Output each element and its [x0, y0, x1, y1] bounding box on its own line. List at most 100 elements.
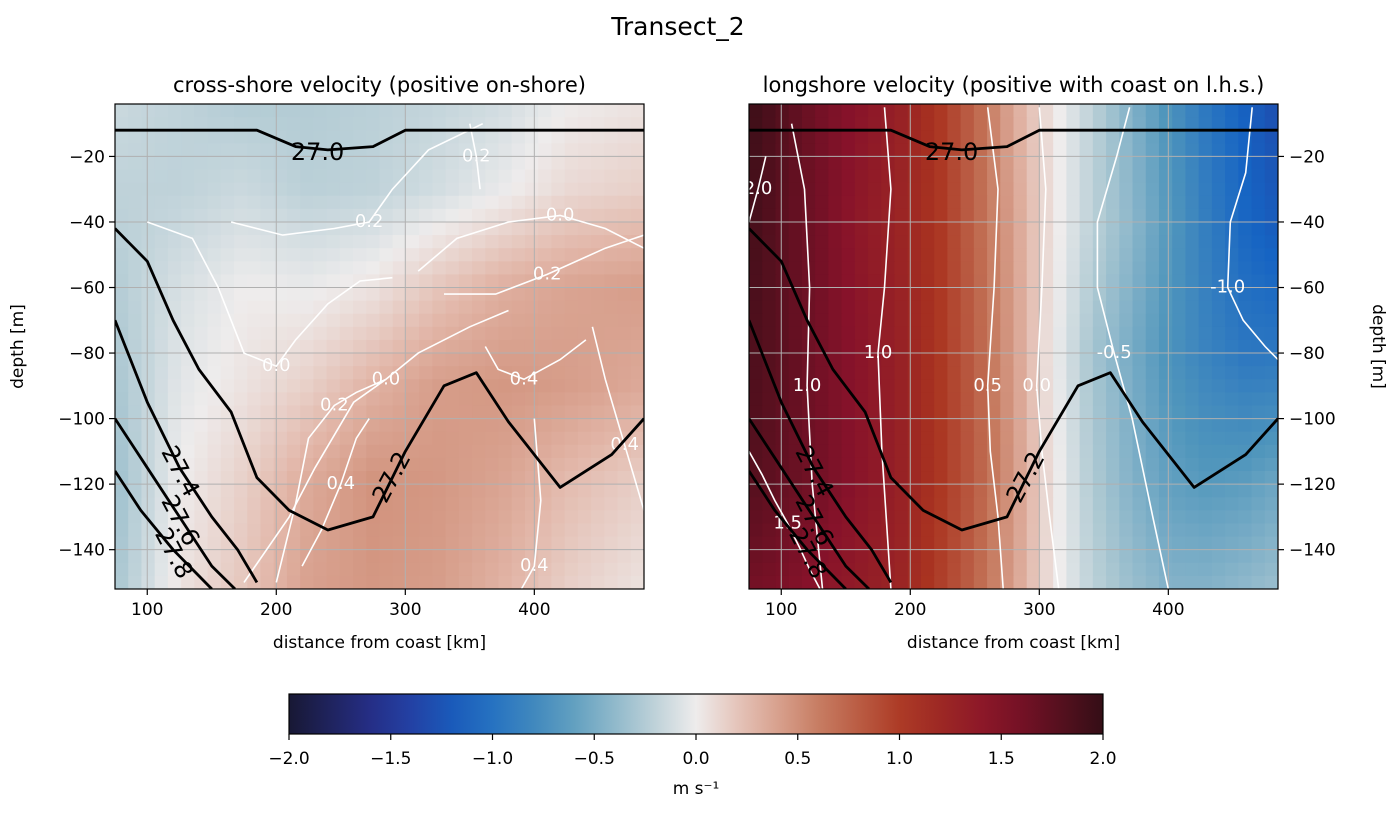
velocity-cell — [1092, 235, 1107, 249]
velocity-cell — [749, 366, 763, 380]
velocity-cell — [617, 366, 632, 380]
velocity-cell — [1198, 536, 1213, 551]
velocity-cell — [1211, 117, 1226, 131]
velocity-cell — [326, 562, 341, 577]
velocity-cell — [1251, 405, 1266, 420]
velocity-contour-label: 0.2 — [355, 211, 384, 232]
velocity-cell — [947, 130, 962, 144]
velocity-cell — [167, 195, 182, 210]
velocity-cell — [234, 261, 248, 276]
velocity-cell — [234, 562, 248, 577]
velocity-cell — [775, 536, 790, 551]
velocity-cell — [419, 326, 433, 341]
velocity-cell — [1264, 549, 1278, 564]
velocity-cell — [207, 156, 222, 171]
velocity-cell — [1000, 195, 1015, 210]
velocity-cell — [432, 562, 447, 577]
velocity-cell — [1198, 418, 1213, 433]
velocity-cell — [419, 182, 433, 197]
velocity-cell — [1013, 575, 1028, 589]
velocity-cell — [300, 156, 314, 171]
velocity-cell — [749, 195, 763, 210]
velocity-cell — [313, 366, 328, 380]
velocity-cell — [828, 182, 843, 197]
velocity-cell — [432, 235, 447, 249]
velocity-cell — [960, 431, 975, 446]
velocity-cell — [485, 274, 500, 289]
velocity-cell — [762, 221, 777, 236]
velocity-cell — [934, 392, 948, 407]
velocity-cell — [894, 248, 909, 262]
velocity-cell — [339, 156, 354, 171]
velocity-cell — [485, 523, 500, 538]
velocity-cell — [419, 497, 433, 511]
velocity-cell — [458, 392, 473, 407]
velocity-cell — [1079, 575, 1094, 589]
velocity-cell — [1092, 405, 1107, 420]
velocity-cell — [538, 353, 553, 367]
velocity-cell — [987, 182, 1001, 197]
velocity-cell — [273, 104, 288, 118]
velocity-cell — [577, 182, 592, 197]
velocity-cell — [154, 104, 169, 118]
velocity-cell — [1198, 287, 1213, 302]
velocity-cell — [419, 379, 433, 393]
velocity-cell — [591, 313, 605, 328]
velocity-cell — [1092, 549, 1107, 564]
velocity-cell — [854, 497, 869, 511]
velocity-cell — [841, 444, 856, 459]
velocity-cell — [458, 575, 473, 589]
velocity-cell — [234, 274, 248, 289]
velocity-cell — [1053, 353, 1067, 367]
velocity-cell — [551, 562, 566, 577]
velocity-cell — [339, 208, 354, 223]
velocity-cell — [1172, 208, 1187, 223]
velocity-cell — [617, 182, 632, 197]
velocity-cell — [273, 117, 288, 131]
velocity-cell — [141, 195, 156, 210]
velocity-cell — [1185, 379, 1200, 393]
velocity-cell — [947, 274, 962, 289]
velocity-cell — [538, 195, 553, 210]
velocity-cell — [353, 130, 367, 144]
velocity-cell — [577, 117, 592, 131]
velocity-cell — [432, 156, 447, 171]
velocity-cell — [920, 221, 935, 236]
velocity-cell — [458, 117, 473, 131]
velocity-cell — [1251, 379, 1266, 393]
velocity-cell — [564, 235, 579, 249]
velocity-cell — [1000, 313, 1015, 328]
velocity-cell — [445, 392, 460, 407]
colorbar-tick-label: 1.0 — [886, 749, 913, 769]
velocity-cell — [973, 418, 988, 433]
velocity-cell — [154, 471, 169, 485]
velocity-cell — [286, 169, 301, 184]
velocity-cell — [987, 248, 1001, 262]
velocity-cell — [154, 575, 169, 589]
velocity-cell — [947, 366, 962, 380]
velocity-cell — [181, 274, 195, 289]
velocity-cell — [326, 208, 341, 223]
velocity-cell — [987, 575, 1001, 589]
velocity-cell — [854, 143, 869, 158]
velocity-cell — [1211, 130, 1226, 144]
velocity-cell — [973, 195, 988, 210]
velocity-cell — [960, 536, 975, 551]
velocity-cell — [485, 208, 500, 223]
velocity-cell — [1066, 208, 1081, 223]
velocity-cell — [445, 549, 460, 564]
velocity-cell — [1264, 117, 1278, 131]
velocity-cell — [960, 261, 975, 276]
velocity-cell — [445, 510, 460, 525]
velocity-cell — [947, 575, 962, 589]
velocity-cell — [326, 575, 341, 589]
velocity-cell — [947, 261, 962, 276]
velocity-cell — [353, 562, 367, 577]
velocity-cell — [1066, 366, 1081, 380]
velocity-cell — [1079, 313, 1094, 328]
velocity-cell — [366, 575, 381, 589]
velocity-cell — [617, 143, 632, 158]
velocity-cell — [920, 130, 935, 144]
velocity-cell — [881, 366, 896, 380]
velocity-cell — [141, 575, 156, 589]
